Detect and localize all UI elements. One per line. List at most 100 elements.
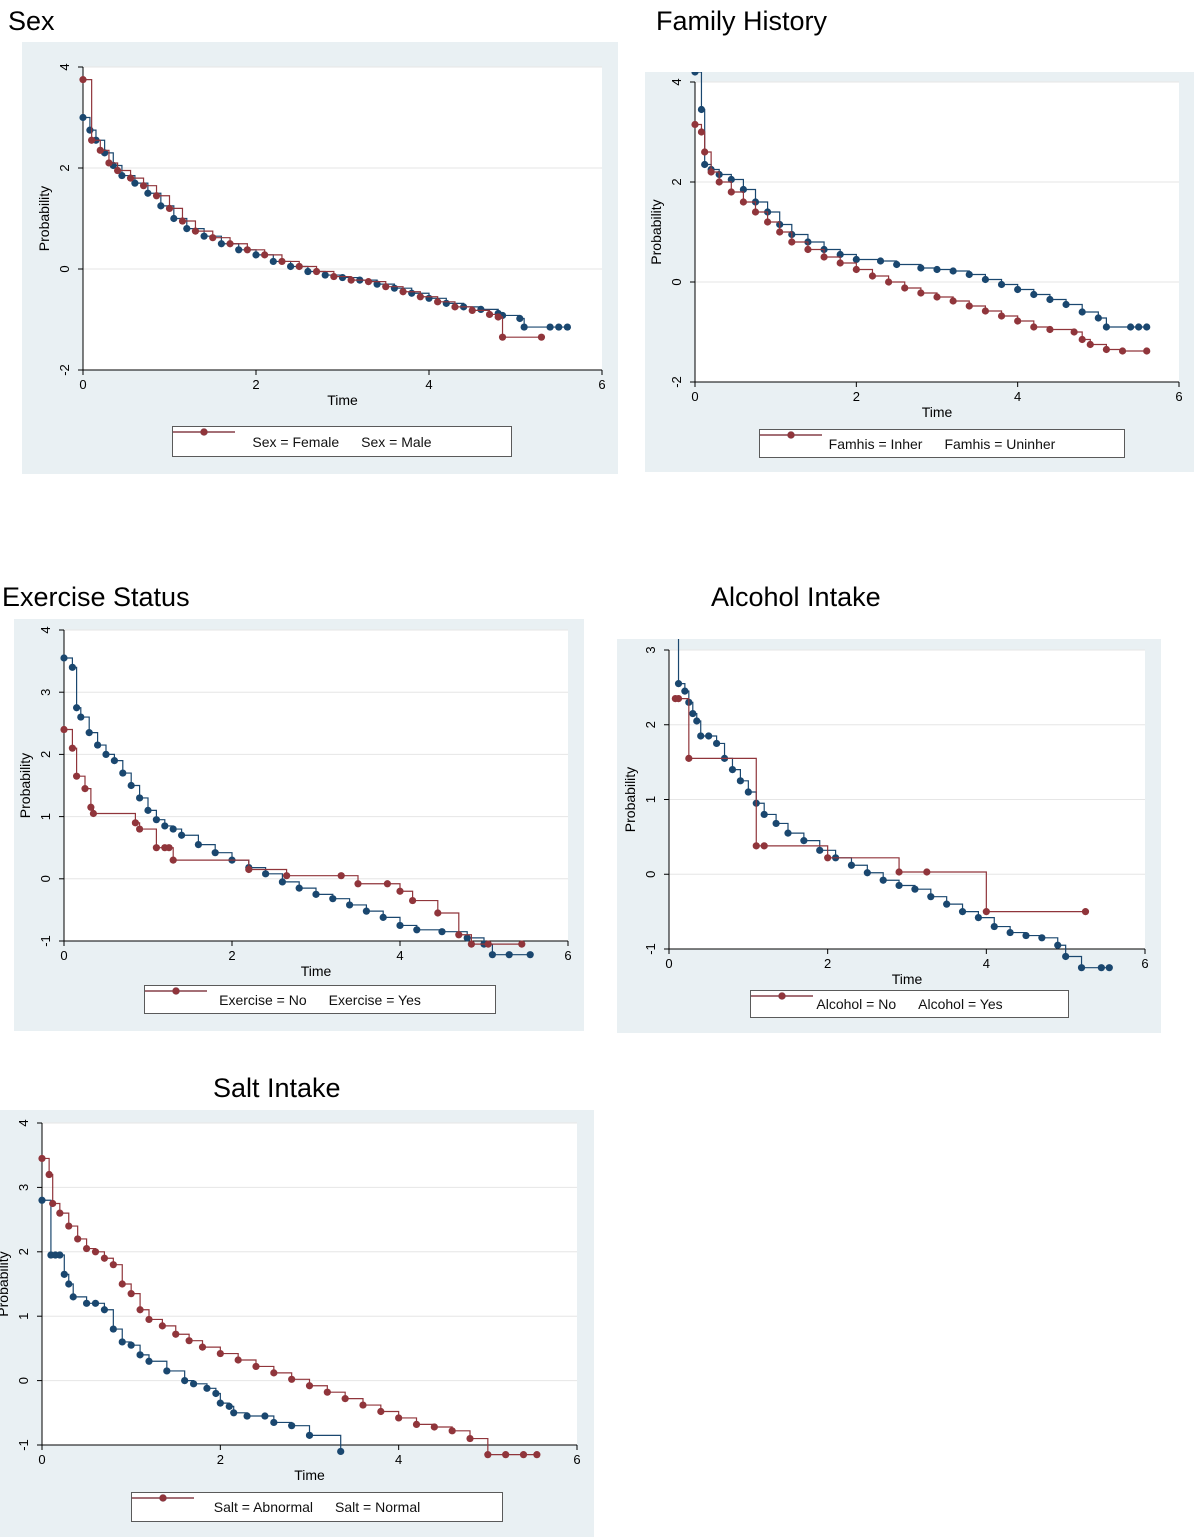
data-point: [347, 276, 355, 284]
data-point: [498, 333, 507, 341]
chart-legend: Famhis = Inher Famhis = Uninher: [759, 429, 1125, 458]
data-point: [885, 278, 893, 286]
legend-label: Exercise = Yes: [328, 991, 421, 1008]
y-axis-label: Probability: [17, 753, 33, 818]
data-point: [943, 900, 951, 908]
data-point: [56, 1251, 64, 1259]
data-point: [60, 725, 68, 734]
data-point: [110, 757, 118, 765]
y-tick-label: 2: [16, 1248, 31, 1255]
data-point: [364, 278, 373, 286]
x-axis-label: Time: [327, 392, 358, 408]
data-point: [455, 931, 463, 939]
data-point: [416, 293, 424, 301]
series-2: [79, 76, 546, 341]
data-point: [69, 1293, 77, 1301]
data-point: [245, 865, 253, 874]
data-point: [430, 1423, 438, 1431]
x-tick-label: 6: [1175, 389, 1182, 404]
data-point: [563, 323, 572, 331]
data-point: [377, 1407, 385, 1416]
y-tick-label: 2: [643, 721, 658, 728]
x-tick-label: 0: [38, 1452, 45, 1467]
legend-item: Salt = Normal: [132, 1494, 420, 1515]
data-point: [1102, 345, 1110, 354]
y-tick-label: 2: [669, 178, 684, 185]
data-point: [477, 305, 485, 313]
data-point: [981, 307, 989, 315]
data-point: [1105, 964, 1113, 972]
data-point: [399, 288, 407, 296]
legend-item: Sex = Female: [173, 428, 339, 450]
data-point: [824, 854, 832, 862]
data-point: [200, 232, 208, 240]
data-point: [323, 1388, 331, 1396]
legend-swatch: [145, 987, 207, 995]
data-point: [836, 259, 844, 267]
data-point: [965, 302, 973, 310]
data-point: [77, 713, 85, 721]
legend-label: Alcohol = Yes: [918, 996, 1003, 1012]
chart-title-exercise-status: Exercise Status: [2, 582, 190, 612]
series-1: [38, 1196, 345, 1456]
y-axis-label: Probability: [622, 767, 638, 832]
data-point: [119, 769, 127, 777]
data-point: [697, 732, 705, 740]
data-point: [434, 909, 442, 917]
legend-item: Famhis = Uninher: [760, 431, 1055, 452]
x-tick-label: 2: [217, 1452, 224, 1467]
data-point: [1006, 928, 1014, 937]
data-point: [262, 870, 270, 878]
data-point: [178, 217, 187, 225]
data-point: [49, 1199, 57, 1208]
x-tick-label: 6: [598, 377, 605, 392]
data-point: [997, 280, 1006, 289]
data-point: [895, 868, 903, 876]
data-point: [744, 788, 752, 796]
data-point: [707, 168, 715, 176]
data-point: [518, 940, 526, 948]
data-point: [278, 257, 286, 266]
data-point: [144, 806, 152, 814]
data-point: [895, 881, 903, 890]
data-point: [1038, 934, 1046, 942]
chart-panel-salt-intake: 0 2 4 6 -1 0 1 2 3 4 Time Probability Salt = Abnorma…: [0, 1110, 594, 1537]
data-point: [990, 922, 998, 931]
data-point: [329, 895, 337, 903]
x-tick-label: 2: [853, 389, 860, 404]
data-point: [713, 739, 721, 748]
legend-marker: [200, 428, 208, 436]
series-1: [60, 654, 534, 959]
data-point: [243, 1412, 251, 1420]
x-tick-label: 4: [395, 1452, 402, 1467]
data-point: [170, 214, 178, 223]
data-point: [739, 198, 747, 206]
data-point: [216, 1399, 224, 1407]
data-point: [1081, 908, 1090, 916]
data-point: [278, 878, 286, 886]
data-point: [234, 1356, 242, 1364]
data-point: [901, 284, 909, 292]
data-point: [252, 1362, 260, 1371]
data-point: [764, 218, 772, 226]
data-point: [468, 306, 476, 315]
data-point: [91, 1248, 100, 1256]
data-point: [974, 914, 982, 922]
data-point: [131, 819, 139, 827]
data-point: [1143, 347, 1151, 355]
y-tick-label: -1: [16, 1439, 31, 1451]
y-tick-label: 4: [669, 78, 684, 85]
data-point: [183, 225, 191, 233]
data-point: [288, 1422, 296, 1430]
x-tick-label: 4: [425, 377, 432, 392]
data-point: [100, 1254, 109, 1262]
data-point: [1014, 317, 1022, 325]
data-point: [359, 1401, 367, 1409]
data-point: [157, 202, 165, 210]
legend-label: Famhis = Inher: [828, 435, 923, 452]
data-point: [1054, 941, 1062, 949]
y-tick-label: 0: [57, 265, 72, 272]
data-point: [485, 310, 494, 319]
chart-legend: Salt = Abnormal Salt = Normal: [131, 1492, 503, 1522]
data-point: [38, 1196, 46, 1204]
